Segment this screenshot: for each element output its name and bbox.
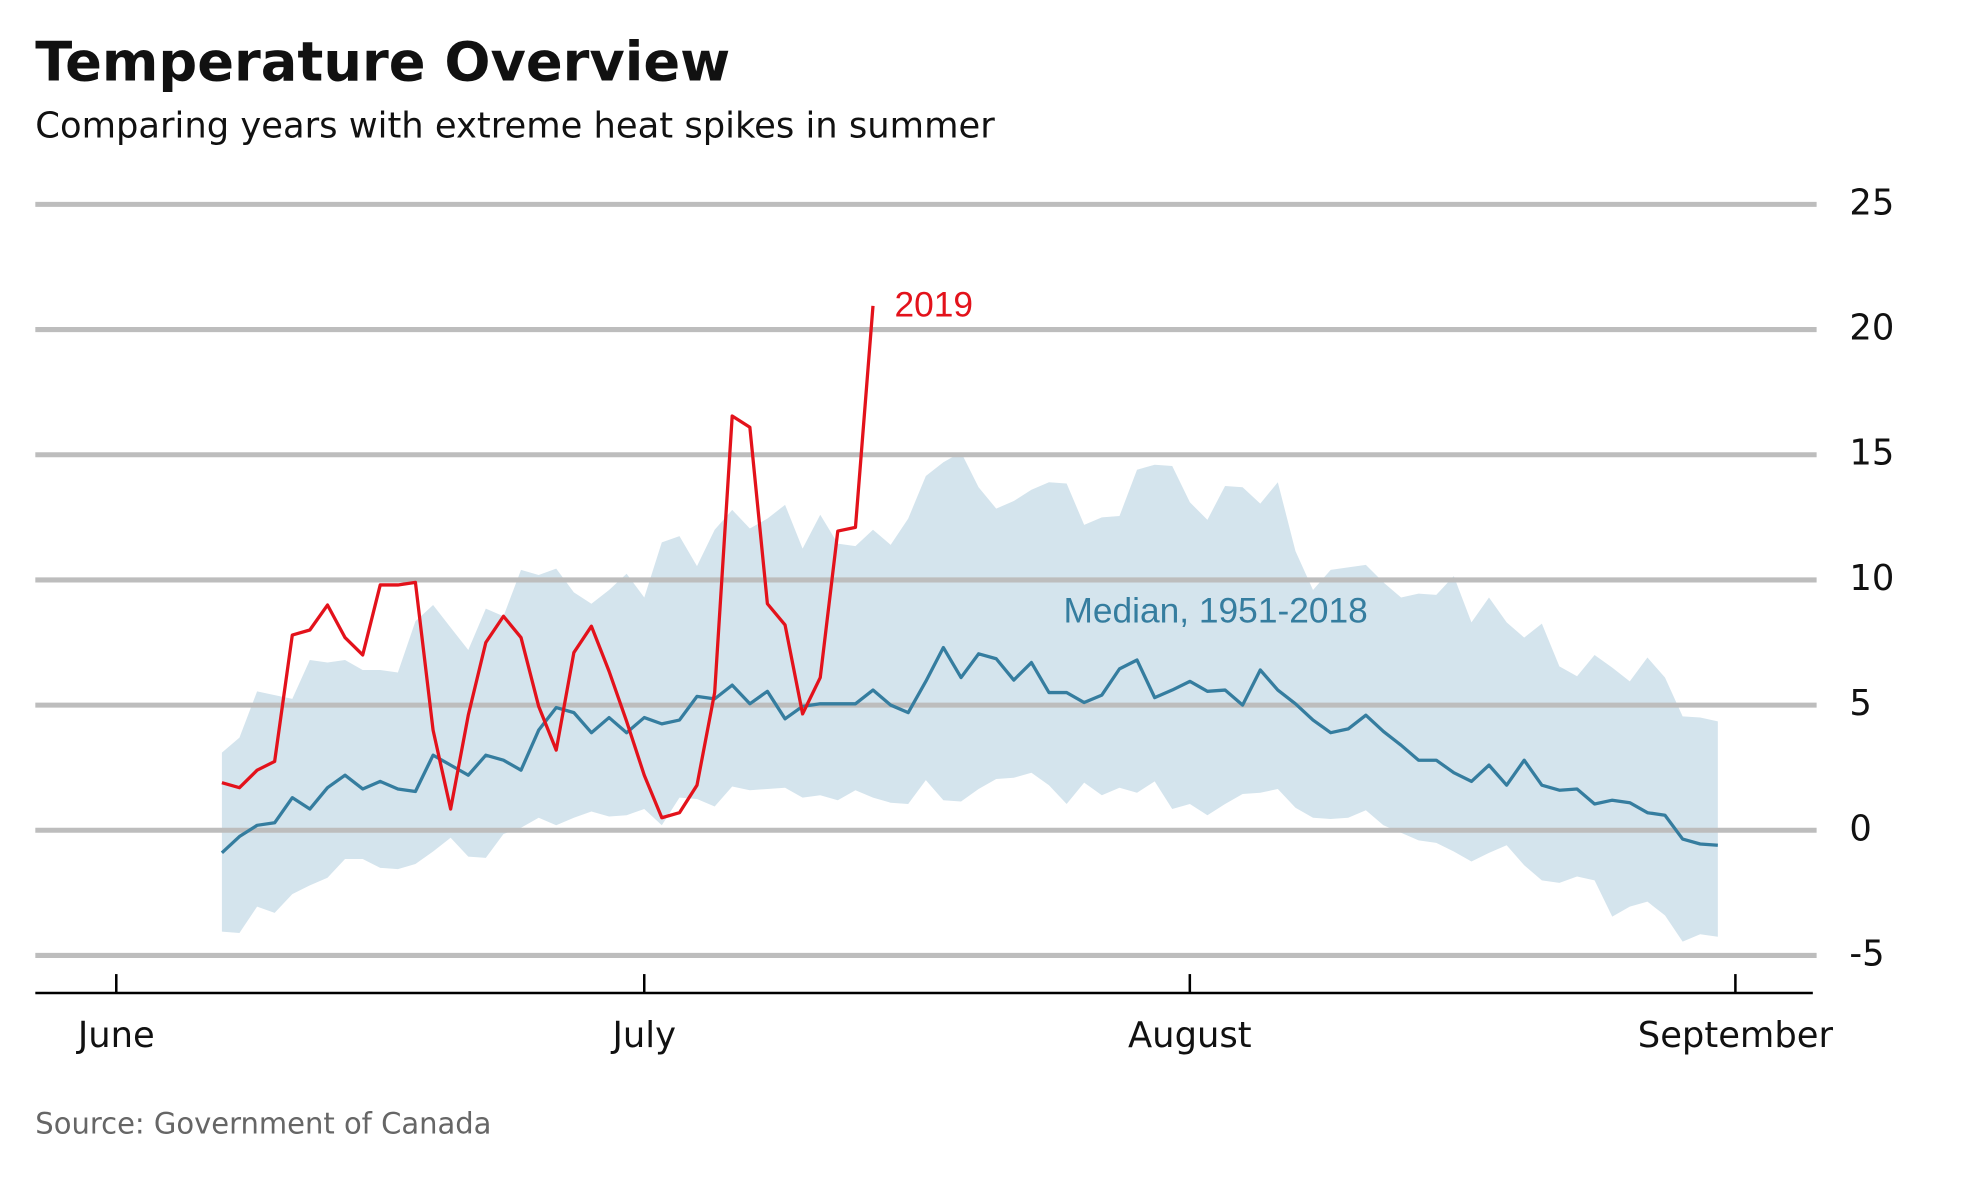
series-label: Median, 1951-2018 (1063, 592, 1367, 631)
x-tick-label: August (1128, 1015, 1252, 1056)
y-tick-label: 10 (1849, 558, 1894, 599)
x-tick-label: September (1638, 1015, 1834, 1056)
y-tick-label: 20 (1849, 308, 1894, 349)
y-tick-label: 15 (1849, 433, 1894, 474)
x-tick-label: June (76, 1015, 155, 1056)
series-line (220, 645, 1718, 855)
y-tick-label: 5 (1849, 683, 1871, 724)
chart-subtitle: Comparing years with extreme heat spikes… (35, 105, 995, 146)
chart-title: Temperature Overview (35, 31, 730, 94)
y-tick-label: 25 (1849, 182, 1894, 223)
source: Source: Government of Canada (35, 1106, 491, 1140)
series-label: 2019 (894, 285, 973, 324)
plot: -5 0 5 10 15 20 25 June July August September Media… (35, 182, 1894, 1056)
y-tick-label: -5 (1849, 933, 1884, 974)
range-band (221, 452, 1718, 942)
x-tick-label: July (610, 1015, 676, 1056)
series-line (221, 305, 875, 820)
y-tick-label: 0 (1849, 808, 1871, 849)
